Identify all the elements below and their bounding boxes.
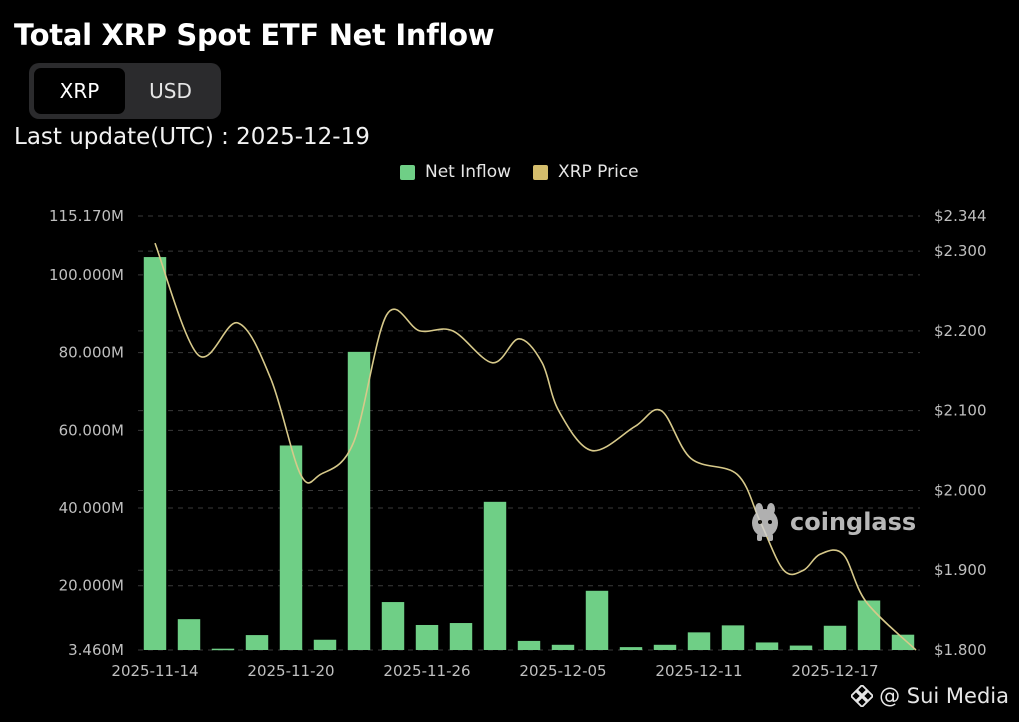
- right-axis-tick: $2.100: [934, 402, 987, 420]
- left-axis-tick: 80.000M: [59, 344, 124, 362]
- legend-item-net-inflow[interactable]: Net Inflow: [400, 162, 511, 182]
- legend-label-xrp-price: XRP Price: [558, 162, 639, 182]
- coinglass-watermark: coinglass: [748, 503, 916, 541]
- left-axis-tick: 100.000M: [49, 266, 124, 284]
- left-axis-tick: 20.000M: [59, 577, 124, 595]
- inflow-bar: [415, 624, 439, 650]
- x-axis-tick: 2025-12-05: [519, 662, 606, 680]
- inflow-bar: [483, 501, 507, 650]
- left-axis-tick: 60.000M: [59, 421, 124, 439]
- unit-toggle[interactable]: XRP USD: [29, 63, 221, 119]
- left-axis-tick: 115.170M: [49, 207, 124, 225]
- inflow-bar: [381, 602, 405, 650]
- legend-swatch-xrp-price: [533, 164, 549, 180]
- x-axis-tick: 2025-11-26: [383, 662, 470, 680]
- bar-layer: [143, 257, 915, 651]
- legend-item-xrp-price[interactable]: XRP Price: [533, 162, 639, 182]
- last-update-label: Last update(UTC) : 2025-12-19: [14, 124, 370, 150]
- right-axis-tick: $2.200: [934, 322, 987, 340]
- toggle-xrp-button[interactable]: XRP: [34, 68, 125, 114]
- xrp-price-line: [154, 242, 917, 651]
- toggle-usd-button[interactable]: USD: [149, 79, 192, 103]
- x-axis-tick: 2025-11-14: [111, 662, 198, 680]
- x-axis-tick: 2025-12-11: [655, 662, 742, 680]
- inflow-bar: [789, 645, 813, 650]
- right-axis-tick: $2.300: [934, 242, 987, 260]
- inflow-bar: [211, 648, 235, 651]
- inflow-bar: [551, 644, 575, 650]
- x-axis-tick: 2025-11-20: [247, 662, 334, 680]
- attribution-text: @ Sui Media: [879, 684, 1009, 708]
- price-line-layer: [154, 242, 917, 651]
- inflow-bar: [245, 635, 269, 650]
- inflow-bar: [177, 619, 201, 650]
- grid-layer: [138, 215, 920, 651]
- inflow-bar: [279, 445, 303, 650]
- inflow-bar: [687, 632, 711, 650]
- chart-title: Total XRP Spot ETF Net Inflow: [14, 18, 495, 52]
- coinglass-logo-icon: [752, 503, 778, 541]
- chart-legend: Net Inflow XRP Price: [400, 162, 639, 182]
- inflow-bar: [891, 634, 915, 650]
- left-axis-tick: 3.460M: [68, 641, 124, 659]
- inflow-bar: [721, 625, 745, 650]
- right-axis-tick: $1.800: [934, 641, 987, 659]
- inflow-bar: [313, 639, 337, 650]
- inflow-bar: [347, 351, 371, 650]
- right-axis-tick: $2.344: [934, 207, 987, 225]
- source-attribution: @ Sui Media: [851, 684, 1009, 708]
- inflow-bar: [517, 640, 541, 650]
- right-axis-tick: $1.900: [934, 561, 987, 579]
- inflow-bar: [755, 642, 779, 650]
- inflow-bar: [449, 623, 473, 650]
- right-axis-tick: $2.000: [934, 481, 987, 499]
- inflow-bar: [619, 647, 643, 650]
- inflow-bar: [823, 625, 847, 650]
- inflow-bar: [857, 600, 881, 650]
- legend-swatch-net-inflow: [400, 164, 415, 180]
- watermark-text: coinglass: [790, 508, 917, 536]
- axis-layer: 3.460M 20.000M 40.000M 60.000M 80.000M 100.00…: [49, 207, 986, 680]
- inflow-bar: [143, 257, 167, 650]
- inflow-bar: [585, 590, 609, 650]
- left-axis-tick: 40.000M: [59, 499, 124, 517]
- legend-label-net-inflow: Net Inflow: [425, 162, 512, 182]
- inflow-bar: [653, 644, 677, 650]
- binance-diamond-icon: [851, 685, 874, 707]
- x-axis-tick: 2025-12-17: [791, 662, 878, 680]
